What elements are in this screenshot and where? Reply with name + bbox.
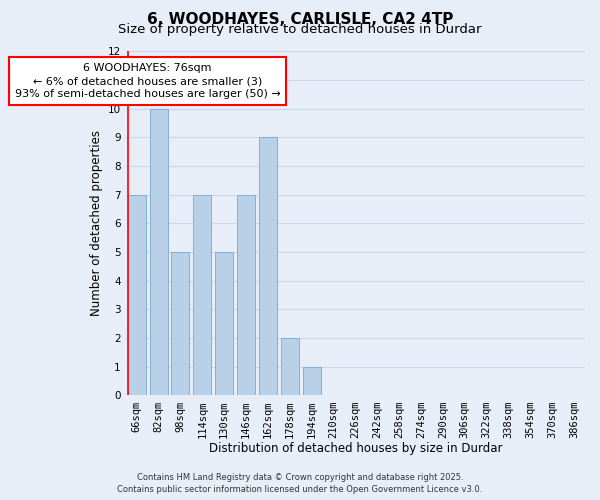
Bar	[149, 109, 167, 396]
Bar	[259, 138, 277, 396]
Text: 6, WOODHAYES, CARLISLE, CA2 4TP: 6, WOODHAYES, CARLISLE, CA2 4TP	[147, 12, 453, 28]
Text: Size of property relative to detached houses in Durdar: Size of property relative to detached ho…	[118, 22, 482, 36]
Bar	[172, 252, 190, 396]
Bar	[281, 338, 299, 396]
Y-axis label: Number of detached properties: Number of detached properties	[91, 130, 103, 316]
Bar	[128, 195, 146, 396]
X-axis label: Distribution of detached houses by size in Durdar: Distribution of detached houses by size …	[209, 442, 502, 455]
Bar	[302, 367, 320, 396]
Text: Contains HM Land Registry data © Crown copyright and database right 2025.
Contai: Contains HM Land Registry data © Crown c…	[118, 472, 482, 494]
Bar	[215, 252, 233, 396]
Text: 6 WOODHAYES: 76sqm
← 6% of detached houses are smaller (3)
93% of semi-detached : 6 WOODHAYES: 76sqm ← 6% of detached hous…	[15, 63, 280, 100]
Bar	[237, 195, 255, 396]
Bar	[193, 195, 211, 396]
